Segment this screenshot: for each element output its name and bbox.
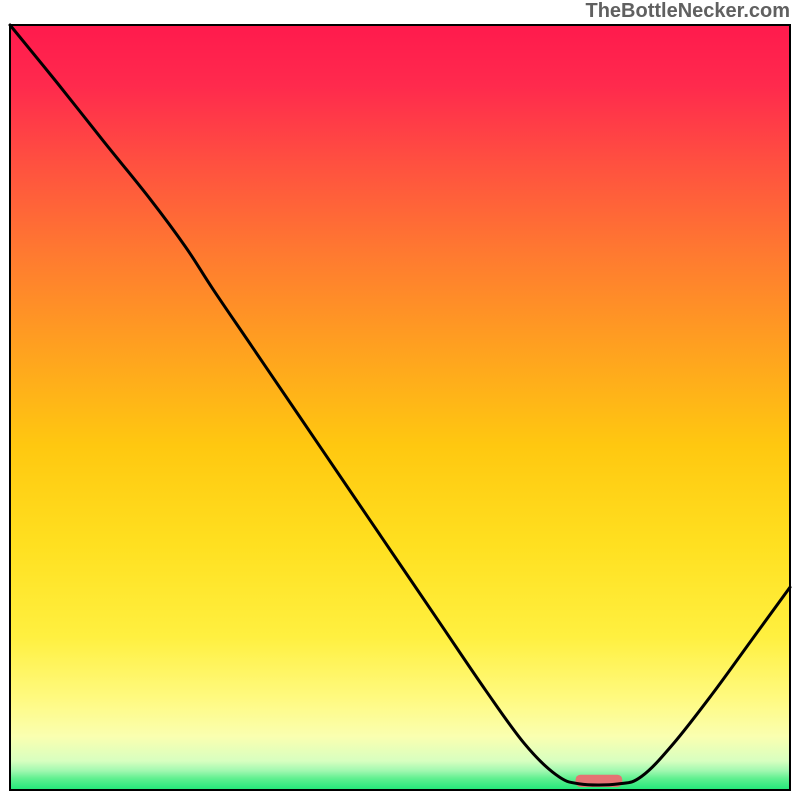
chart-container: TheBottleNecker.com — [0, 0, 800, 800]
plot-background — [10, 25, 790, 790]
bottleneck-chart — [0, 0, 800, 800]
watermark-text: TheBottleNecker.com — [585, 0, 790, 23]
